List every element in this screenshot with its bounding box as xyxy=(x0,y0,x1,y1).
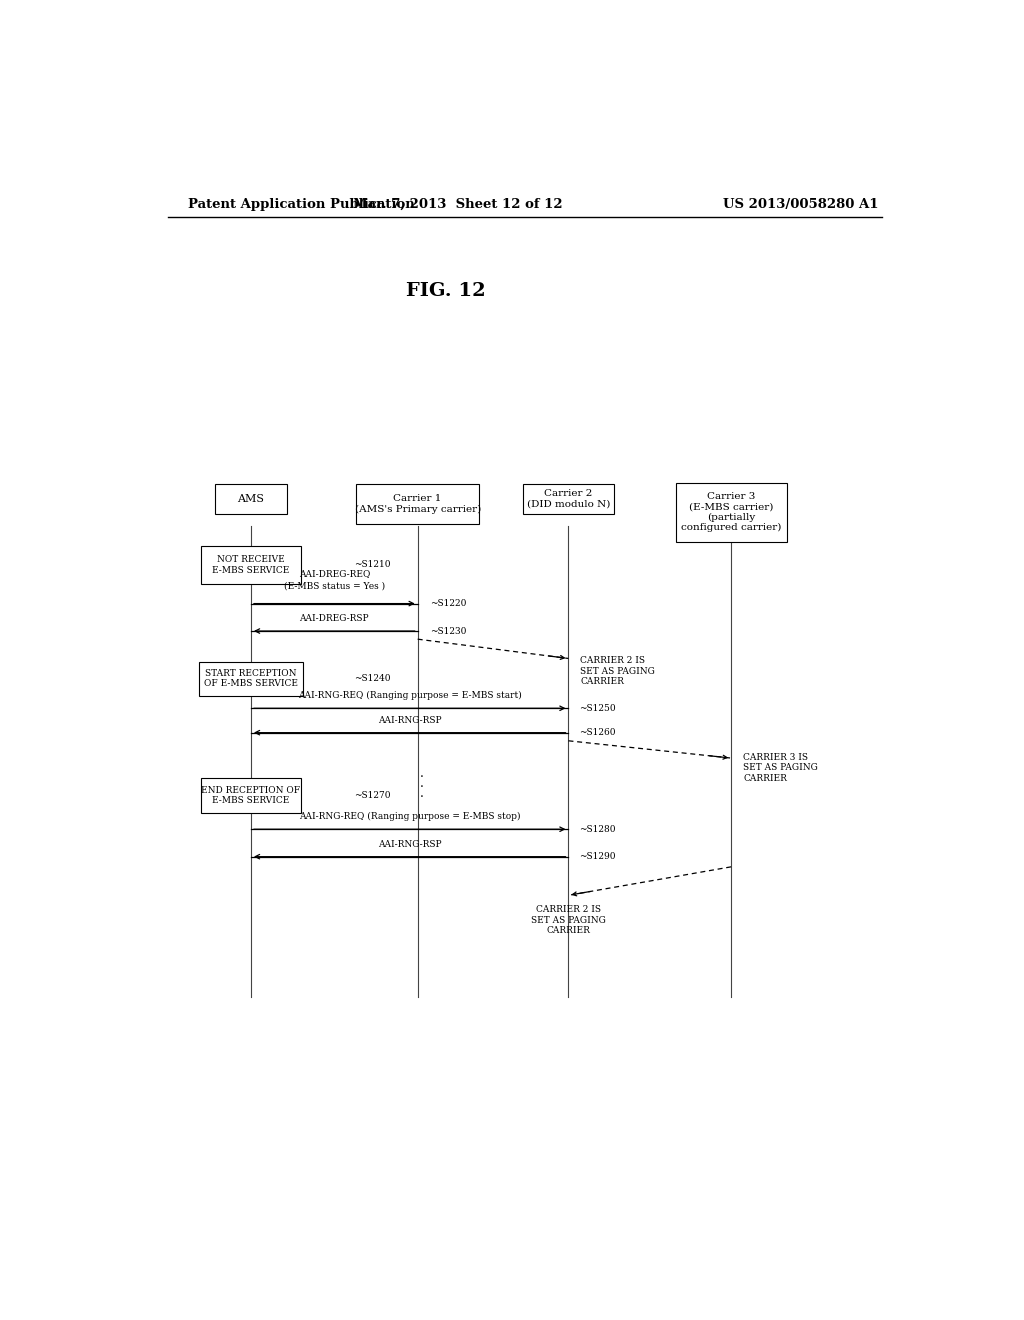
Text: AAI-DREG-RSP: AAI-DREG-RSP xyxy=(300,614,369,623)
Text: ~S1220: ~S1220 xyxy=(430,599,466,609)
Bar xyxy=(202,545,301,585)
Text: ~S1230: ~S1230 xyxy=(430,627,466,635)
Text: CARRIER 2 IS
SET AS PAGING
CARRIER: CARRIER 2 IS SET AS PAGING CARRIER xyxy=(531,906,606,936)
Text: ~S1240: ~S1240 xyxy=(354,675,391,684)
Text: (E-MBS status = Yes ): (E-MBS status = Yes ) xyxy=(284,581,385,590)
Text: .: . xyxy=(412,777,424,789)
Text: AAI-RNG-REQ (Ranging purpose = E-MBS start): AAI-RNG-REQ (Ranging purpose = E-MBS sta… xyxy=(298,690,521,700)
Text: US 2013/0058280 A1: US 2013/0058280 A1 xyxy=(723,198,879,211)
Bar xyxy=(215,483,287,515)
Bar xyxy=(202,779,301,813)
Bar xyxy=(676,483,786,541)
Text: AAI-RNG-RSP: AAI-RNG-RSP xyxy=(378,840,441,849)
Text: FIG. 12: FIG. 12 xyxy=(406,281,485,300)
Text: .: . xyxy=(412,787,424,800)
Text: ~S1260: ~S1260 xyxy=(579,729,615,737)
Text: ~S1290: ~S1290 xyxy=(579,853,615,861)
Text: START RECEPTION
OF E-MBS SERVICE: START RECEPTION OF E-MBS SERVICE xyxy=(204,669,298,689)
Text: Mar. 7, 2013  Sheet 12 of 12: Mar. 7, 2013 Sheet 12 of 12 xyxy=(352,198,562,211)
Text: AAI-RNG-REQ (Ranging purpose = E-MBS stop): AAI-RNG-REQ (Ranging purpose = E-MBS sto… xyxy=(299,812,520,821)
Text: AMS: AMS xyxy=(238,494,264,504)
Text: ~S1280: ~S1280 xyxy=(579,825,615,834)
Text: CARRIER 2 IS
SET AS PAGING
CARRIER: CARRIER 2 IS SET AS PAGING CARRIER xyxy=(581,656,655,686)
Text: .: . xyxy=(412,767,424,780)
Text: Carrier 1
(AMS's Primary carrier): Carrier 1 (AMS's Primary carrier) xyxy=(354,494,481,513)
Text: Carrier 3
(E-MBS carrier)
(partially
configured carrier): Carrier 3 (E-MBS carrier) (partially con… xyxy=(681,492,781,532)
Text: ~S1210: ~S1210 xyxy=(354,561,391,569)
Text: Patent Application Publication: Patent Application Publication xyxy=(187,198,415,211)
Bar xyxy=(200,661,303,696)
Text: NOT RECEIVE
E-MBS SERVICE: NOT RECEIVE E-MBS SERVICE xyxy=(212,556,290,574)
Bar xyxy=(523,483,614,515)
Text: AAI-RNG-RSP: AAI-RNG-RSP xyxy=(378,715,441,725)
Text: Carrier 2
(DID modulo N): Carrier 2 (DID modulo N) xyxy=(526,490,610,508)
Bar xyxy=(356,483,479,524)
Text: AAI-DREG-REQ: AAI-DREG-REQ xyxy=(299,569,370,578)
Text: ~S1250: ~S1250 xyxy=(579,704,615,713)
Text: CARRIER 3 IS
SET AS PAGING
CARRIER: CARRIER 3 IS SET AS PAGING CARRIER xyxy=(743,752,818,783)
Text: END RECEPTION OF
E-MBS SERVICE: END RECEPTION OF E-MBS SERVICE xyxy=(202,785,301,805)
Text: ~S1270: ~S1270 xyxy=(354,791,391,800)
